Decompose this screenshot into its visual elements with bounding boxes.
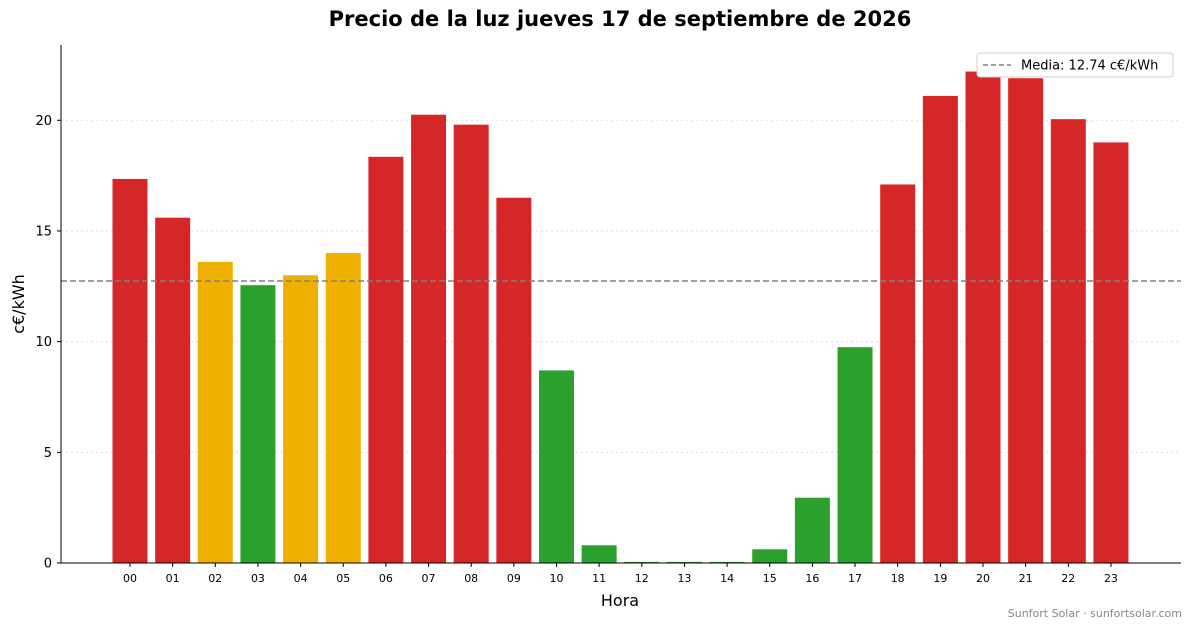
x-tick-label-10: 10: [550, 572, 564, 585]
x-tick-label-13: 13: [677, 572, 691, 585]
x-tick-label-12: 12: [635, 572, 649, 585]
x-tick-label-08: 08: [464, 572, 478, 585]
bar-05: [325, 253, 361, 563]
x-tick-label-11: 11: [592, 572, 606, 585]
bar-11: [581, 545, 617, 563]
bar-13: [666, 561, 702, 563]
bar-12: [624, 561, 660, 563]
bar-02: [197, 261, 233, 563]
bar-14: [709, 561, 745, 563]
x-tick-label-04: 04: [294, 572, 308, 585]
x-tick-label-00: 00: [123, 572, 137, 585]
bar-03: [240, 285, 276, 563]
bar-19: [922, 95, 958, 563]
x-tick-label-16: 16: [805, 572, 819, 585]
bar-00: [112, 178, 148, 563]
x-axis-label: Hora: [601, 591, 639, 610]
y-ticks: 0 5 10 15 20: [35, 114, 61, 572]
bar-09: [496, 197, 532, 564]
bar-04: [283, 275, 319, 563]
bar-18: [880, 184, 916, 563]
x-tick-label-23: 23: [1104, 572, 1118, 585]
footer-credit: Sunfort Solar · sunfortsolar.com: [1008, 607, 1182, 620]
x-tick-label-01: 01: [166, 572, 180, 585]
bar-21: [1008, 78, 1044, 564]
x-tick-label-02: 02: [208, 572, 222, 585]
x-tick-label-21: 21: [1019, 572, 1033, 585]
x-tick-label-19: 19: [933, 572, 947, 585]
x-ticks: 00 01 02 03 04 05 06 07 08 09 10 11 12 13 14 15 16 17 18 19…: [123, 563, 1118, 585]
legend: Media: 12.74 c€/kWh: [976, 52, 1174, 78]
y-tick-label-3: 15: [35, 224, 52, 239]
y-tick-label-2: 10: [35, 335, 52, 350]
x-tick-label-15: 15: [763, 572, 777, 585]
bar-16: [794, 497, 830, 563]
bar-15: [752, 549, 788, 563]
bar-08: [453, 124, 489, 563]
x-tick-label-17: 17: [848, 572, 862, 585]
legend-box: [976, 52, 1174, 78]
x-tick-label-22: 22: [1061, 572, 1075, 585]
y-tick-label-1: 5: [44, 446, 52, 461]
x-tick-label-14: 14: [720, 572, 734, 585]
y-axis-label: c€/kWh: [9, 274, 28, 334]
x-tick-label-03: 03: [251, 572, 265, 585]
bar-22: [1050, 119, 1086, 563]
bar-07: [411, 114, 447, 563]
x-tick-label-07: 07: [422, 572, 436, 585]
x-tick-label-20: 20: [976, 572, 990, 585]
x-tick-label-09: 09: [507, 572, 521, 585]
bar-06: [368, 156, 404, 564]
legend-label: Media: 12.74 c€/kWh: [1021, 59, 1158, 74]
chart-title: Precio de la luz jueves 17 de septiembre…: [329, 7, 912, 31]
bar-23: [1093, 142, 1129, 563]
x-tick-label-06: 06: [379, 572, 393, 585]
bars: [112, 71, 1129, 564]
bar-01: [155, 217, 191, 564]
y-tick-label-0: 0: [44, 557, 52, 572]
bar-20: [965, 71, 1001, 563]
bar-10: [539, 370, 574, 563]
y-tick-label-4: 20: [35, 114, 52, 129]
bar-17: [837, 347, 873, 563]
x-tick-label-05: 05: [336, 572, 350, 585]
x-tick-label-18: 18: [891, 572, 905, 585]
